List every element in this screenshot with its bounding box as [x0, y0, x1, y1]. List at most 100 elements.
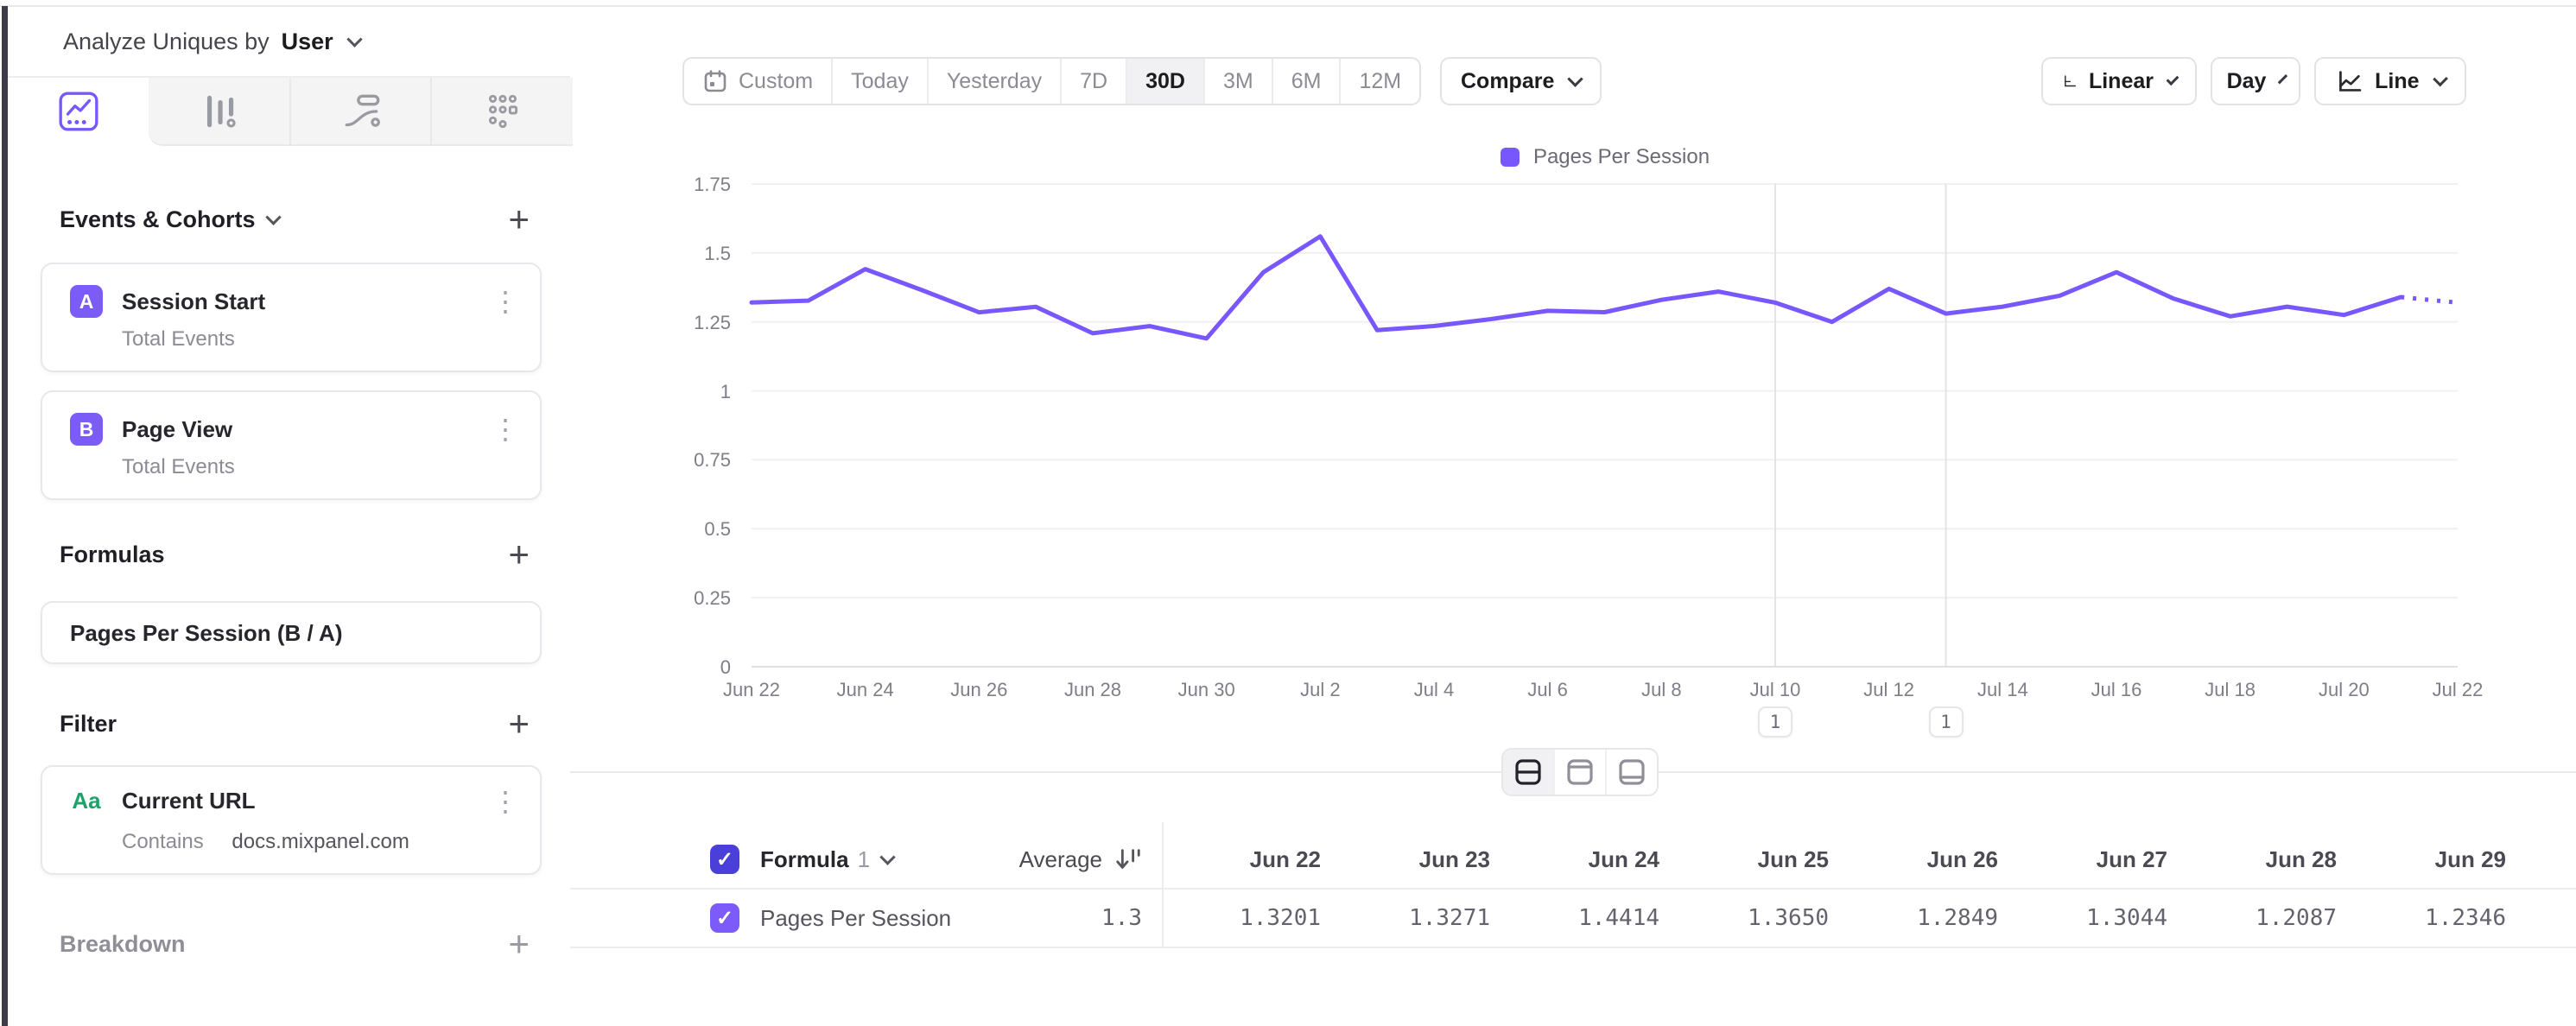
x-tick-label: Jul 16	[2091, 679, 2142, 700]
chart-type-dropdown[interactable]: Line	[2314, 57, 2466, 105]
insights-bar-icon	[206, 95, 236, 128]
layout-toggle	[1501, 748, 1659, 796]
tab-insights-flow[interactable]	[289, 78, 432, 146]
x-tick-label: Jul 4	[1413, 679, 1455, 700]
table-date-headers: Jun 22 Jun 23 Jun 24 Jun 25 Jun 26 Jun 27 Jun …	[1164, 831, 2518, 888]
date-range-control: Custom Today Yesterday 7D 30D 3M 6M 12M	[682, 57, 1422, 105]
date-value-cell: 1.2087	[2256, 905, 2337, 931]
compare-button[interactable]: Compare	[1440, 57, 1602, 105]
chart-legend[interactable]: Pages Per Session	[1432, 145, 1778, 169]
kebab-menu-icon[interactable]: ⋮	[492, 785, 519, 817]
chevron-down-icon	[1567, 70, 1584, 87]
chevron-down-icon	[2432, 71, 2448, 87]
filter-property-name[interactable]: Current URL	[122, 788, 256, 814]
event-badge-a: A	[70, 285, 103, 318]
scale-dropdown[interactable]: Linear	[2041, 57, 2197, 105]
range-30d[interactable]: 30D	[1126, 59, 1203, 104]
layout-table-button[interactable]	[1605, 750, 1657, 795]
range-today[interactable]: Today	[831, 59, 927, 104]
event-badge-b: B	[70, 413, 103, 446]
events-section-header: Events & Cohorts +	[60, 201, 530, 238]
range-7d[interactable]: 7D	[1060, 59, 1126, 104]
average-column-header[interactable]: Average	[864, 831, 1142, 888]
calendar-icon	[704, 70, 726, 92]
y-tick-label: 1	[720, 380, 731, 402]
date-column-header[interactable]: Jun 28	[2265, 846, 2337, 872]
add-formula-button[interactable]: +	[508, 534, 530, 574]
divider	[8, 76, 570, 78]
date-column-header[interactable]: Jun 27	[2096, 846, 2167, 872]
annotation-badge[interactable]: 1	[1928, 706, 1964, 738]
interval-dropdown[interactable]: Day	[2211, 57, 2300, 105]
formula-expression[interactable]: Pages Per Session (B / A)	[70, 620, 343, 646]
table-column-separator	[1162, 822, 1164, 948]
kebab-menu-icon[interactable]: ⋮	[492, 286, 519, 317]
date-value-cell: 1.3650	[1748, 905, 1829, 931]
table-bottom-divider	[570, 947, 2576, 948]
insights-flow-icon	[345, 94, 380, 127]
events-section-title[interactable]: Events & Cohorts	[60, 206, 256, 232]
x-tick-label: Jul 6	[1527, 679, 1568, 700]
kebab-menu-icon[interactable]: ⋮	[492, 414, 519, 445]
chevron-down-icon	[264, 208, 282, 225]
x-tick-label: Jul 18	[2205, 679, 2256, 700]
window-top-border	[0, 5, 2576, 7]
x-tick-label: Jul 12	[1863, 679, 1915, 700]
event-name[interactable]: Page View	[122, 415, 233, 442]
row-series-label[interactable]: Pages Per Session	[760, 904, 952, 931]
y-tick-label: 0.75	[694, 449, 731, 472]
tab-insights-bar[interactable]	[149, 78, 289, 146]
x-tick-label: Jun 24	[836, 679, 894, 700]
tab-insights-grid[interactable]	[430, 78, 573, 146]
string-property-icon: Aa	[72, 788, 101, 814]
formulas-section-header: Formulas +	[60, 536, 530, 573]
event-card-page-view[interactable]: B Page View ⋮ Total Events	[41, 390, 542, 500]
event-name[interactable]: Session Start	[122, 288, 266, 314]
date-column-header[interactable]: Jun 24	[1588, 846, 1659, 872]
y-tick-label: 0.5	[704, 518, 731, 541]
annotation-badge[interactable]: 1	[1758, 706, 1792, 738]
series-swatch	[1500, 148, 1520, 167]
x-tick-label: Jul 20	[2318, 679, 2370, 700]
filter-value[interactable]: docs.mixpanel.com	[232, 830, 409, 853]
add-event-button[interactable]: +	[508, 199, 530, 239]
range-3m[interactable]: 3M	[1202, 59, 1272, 104]
table-only-icon	[1619, 759, 1645, 785]
chevron-down-icon	[2166, 72, 2179, 86]
formula-header-label[interactable]: Formula	[760, 846, 849, 872]
query-builder-sidebar: Analyze Uniques by User	[8, 7, 573, 1026]
split-view-icon	[1515, 759, 1541, 785]
date-column-header[interactable]: Jun 26	[1926, 846, 1998, 872]
chart-only-icon	[1567, 759, 1593, 785]
range-6m[interactable]: 6M	[1271, 59, 1340, 104]
series-name: Pages Per Session	[1532, 145, 1710, 168]
formula-card[interactable]: Pages Per Session (B / A)	[41, 601, 542, 664]
range-custom[interactable]: Custom	[684, 59, 831, 104]
table-header-fixed: ✓ Formula 1	[710, 831, 896, 888]
range-yesterday[interactable]: Yesterday	[926, 59, 1060, 104]
layout-chart-button[interactable]	[1553, 750, 1605, 795]
tab-insights-line[interactable]	[8, 78, 149, 144]
date-column-header[interactable]: Jun 29	[2434, 846, 2506, 872]
event-measurement[interactable]: Total Events	[122, 327, 235, 351]
event-card-session-start[interactable]: A Session Start ⋮ Total Events	[41, 263, 542, 372]
y-tick-label: 0.25	[694, 587, 731, 610]
layout-split-button[interactable]	[1503, 750, 1553, 795]
range-12m[interactable]: 12M	[1339, 59, 1419, 104]
date-column-header[interactable]: Jun 23	[1418, 846, 1490, 872]
date-column-header[interactable]: Jun 25	[1757, 846, 1829, 872]
window-left-edge	[2, 6, 8, 1026]
filter-card-current-url[interactable]: Aa Current URL ⋮ Contains docs.mixpanel.…	[41, 765, 542, 875]
filter-operator[interactable]: Contains	[122, 830, 204, 853]
analyze-entity-dropdown[interactable]: User	[281, 28, 333, 54]
event-measurement[interactable]: Total Events	[122, 455, 235, 478]
x-tick-label: Jul 14	[1976, 679, 2028, 700]
date-value-cell: 1.2346	[2425, 905, 2506, 931]
add-filter-button[interactable]: +	[508, 703, 530, 744]
date-value-cell: 1.2849	[1917, 905, 1998, 931]
add-breakdown-button[interactable]: +	[508, 923, 530, 964]
date-column-header[interactable]: Jun 22	[1249, 846, 1321, 872]
select-all-checkbox[interactable]: ✓	[710, 845, 739, 874]
row-checkbox[interactable]: ✓	[710, 903, 739, 933]
